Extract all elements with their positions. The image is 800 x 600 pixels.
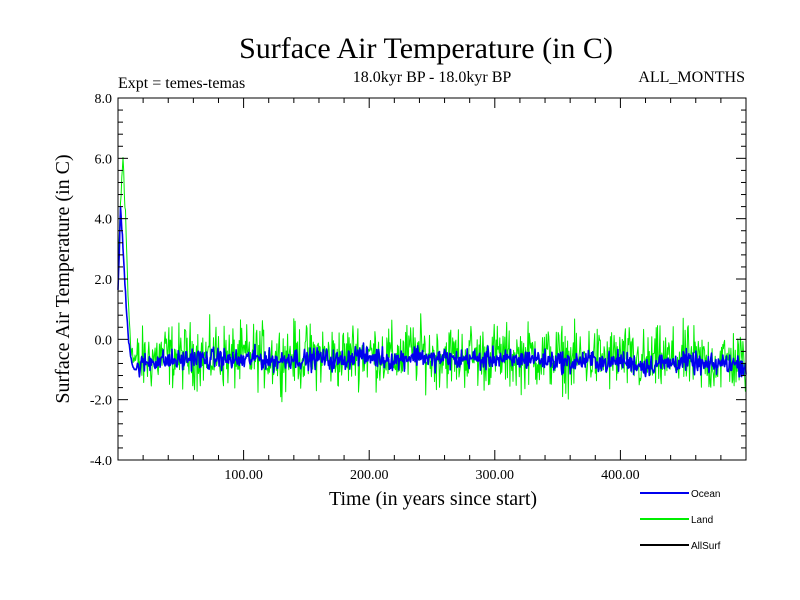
x-tick-label: 300.00 <box>476 468 515 483</box>
y-axis-label: Surface Air Temperature (in C) <box>52 154 74 403</box>
months-label: ALL_MONTHS <box>638 69 745 86</box>
x-tick-label: 100.00 <box>224 468 263 483</box>
y-tick-label: -4.0 <box>90 454 112 469</box>
y-tick-label: 8.0 <box>95 92 113 107</box>
x-tick-label: 200.00 <box>350 468 389 483</box>
legend-label-land: Land <box>691 515 713 526</box>
x-tick-label: 400.00 <box>601 468 640 483</box>
legend-label-ocean: Ocean <box>691 489 720 500</box>
plot-background <box>118 98 746 460</box>
series-line-ocean <box>117 205 747 378</box>
y-tick-label: 4.0 <box>95 213 113 228</box>
experiment-label: Expt = temes-temas <box>118 75 245 92</box>
y-tick-label: 6.0 <box>95 152 113 167</box>
series-layer <box>117 157 747 403</box>
y-tick-label: 2.0 <box>95 273 113 288</box>
y-tick-label: -2.0 <box>90 394 112 409</box>
chart-title: Surface Air Temperature (in C) <box>239 32 613 65</box>
y-tick-label: 0.0 <box>95 333 113 348</box>
legend-label-allsurf: AllSurf <box>691 541 721 552</box>
tick-layer: 100.00 200.00 300.00 400.00 -4.0 -2.0 0.0 2.0 4.… <box>90 92 746 483</box>
chart-subtitle: 18.0kyr BP - 18.0kyr BP <box>353 69 512 86</box>
legend: Ocean Land AllSurf <box>640 489 721 552</box>
x-axis-label: Time (in years since start) <box>329 488 537 510</box>
plot-frame <box>117 97 747 461</box>
